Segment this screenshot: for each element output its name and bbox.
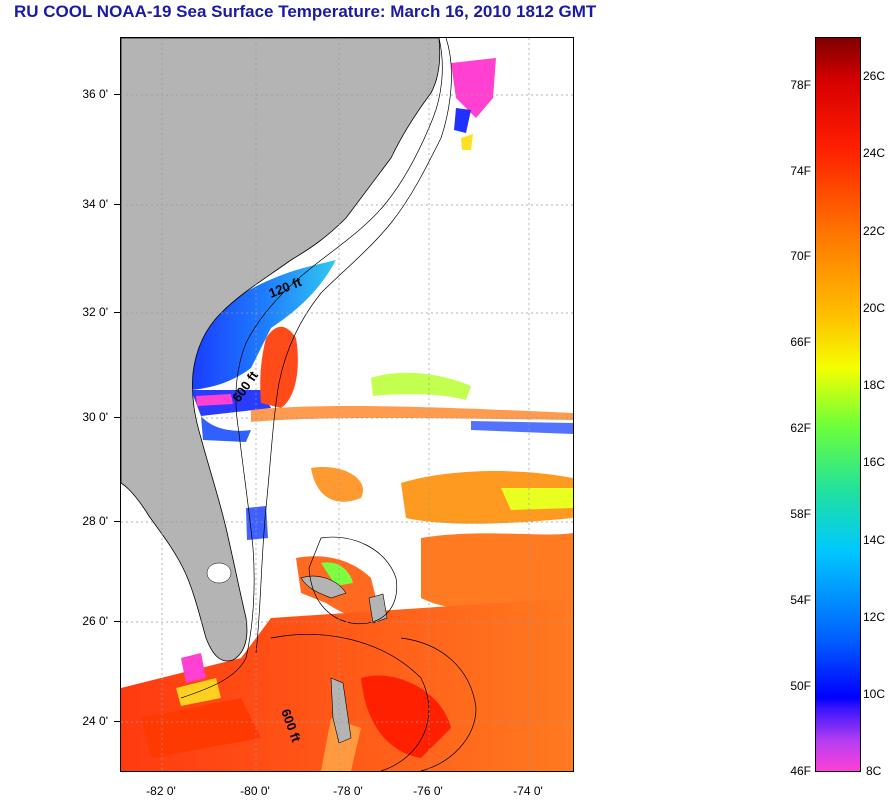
lake-okeechobee [206,562,232,584]
lat-label: 30 0' [82,410,108,424]
colorbar-f-label: 74F [790,164,811,178]
map-graticule [121,38,573,771]
sst-data-patches [121,58,573,771]
colorbar-f-label: 62F [790,421,811,435]
lon-label: -82 0' [146,784,176,798]
lat-label: 34 0' [82,197,108,211]
colorbar-c-label: 20C [863,301,886,315]
lon-label: -80 0' [240,784,270,798]
colorbar-c-label: 14C [863,533,886,547]
map-title: RU COOL NOAA-19 Sea Surface Temperature:… [14,2,597,21]
lat-label: 28 0' [82,514,108,528]
lat-label: 32 0' [82,305,108,319]
depth-contours [180,38,477,771]
colorbar-f-label: 78F [790,78,811,92]
colorbar-f-label: 70F [790,249,811,263]
colorbar-c-label: 12C [863,610,886,624]
colorbar-f-label: 46F [790,764,811,778]
colorbar-c-label: 26C [863,69,886,83]
colorbar-c-label: 24C [863,146,886,160]
lat-label: 24 0' [82,714,108,728]
island [300,575,347,599]
colorbar-c-label: 22C [863,224,886,238]
lon-label: -76 0' [413,784,443,798]
island [330,677,352,744]
sst-map-canvas: 120 ft 600 ft 600 ft [121,38,573,771]
colorbar-c-label: 18C [863,378,886,392]
colorbar-f-label: 58F [790,507,811,521]
sst-map: 120 ft 600 ft 600 ft [120,37,574,772]
lat-label: 26 0' [82,614,108,628]
lon-label: -78 0' [333,784,363,798]
colorbar-f-label: 54F [790,593,811,607]
colorbar-c-label: 8C [866,764,882,778]
colorbar-c-label: 16C [863,455,886,469]
colorbar-f-label: 66F [790,335,811,349]
island [368,593,388,624]
temperature-colorbar [815,37,861,772]
lon-label: -74 0' [513,784,543,798]
land-mass [121,38,441,662]
colorbar-f-label: 50F [790,679,811,693]
colorbar-c-label: 10C [863,687,886,701]
lat-label: 36 0' [82,87,108,101]
